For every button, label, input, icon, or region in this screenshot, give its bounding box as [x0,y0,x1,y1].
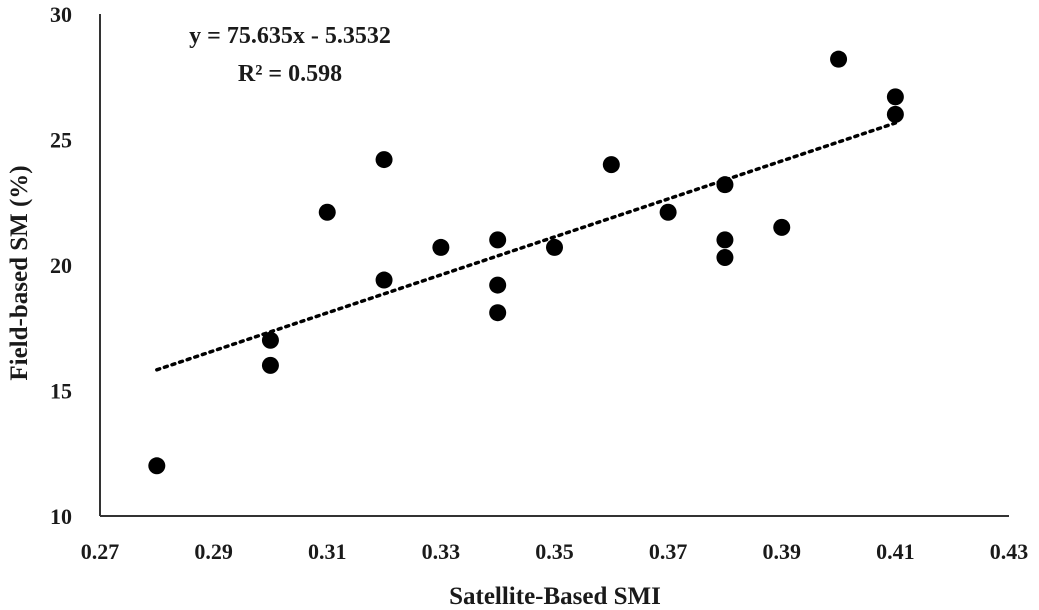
regression-equation: y = 75.635x - 5.3532 [189,23,391,49]
data-point [489,231,507,249]
data-points [148,50,904,475]
y-tick-label: 25 [50,128,72,153]
data-point [773,218,791,236]
data-point [375,271,393,289]
data-point [830,50,848,68]
data-point [716,248,734,266]
data-point [886,88,904,106]
x-axis-title: Satellite-Based SMI [449,583,661,610]
y-tick-label: 15 [50,379,72,404]
data-point [659,203,677,221]
x-tick-label: 0.31 [308,539,347,564]
data-point [716,231,734,249]
data-point [261,331,279,349]
x-tick-labels: 0.27 0.29 0.31 0.33 0.35 0.37 0.39 0.41 0.43 [81,539,1029,564]
y-axis-title: Field-based SM (%) [6,165,33,380]
y-tick-label: 10 [50,504,72,529]
x-tick-label: 0.43 [990,539,1029,564]
x-tick-label: 0.41 [876,539,915,564]
data-point [375,151,393,169]
axes [99,14,1009,517]
data-point [261,356,279,374]
x-tick-label: 0.33 [422,539,461,564]
data-point [148,457,166,475]
x-tick-label: 0.37 [649,539,688,564]
x-tick-label: 0.27 [81,539,120,564]
data-point [546,238,563,256]
x-tick-label: 0.35 [535,539,574,564]
data-point [602,156,620,174]
x-tick-label: 0.29 [194,539,233,564]
y-tick-labels: 10 15 20 25 30 [50,2,72,529]
x-tick-label: 0.39 [763,539,802,564]
data-point [886,105,904,123]
trendline [155,121,898,372]
data-point [489,304,507,322]
y-tick-label: 20 [50,253,72,278]
y-tick-label: 30 [50,2,72,27]
data-point [716,176,734,194]
data-point [432,238,450,256]
data-point [318,203,336,221]
r-squared-label: R² = 0.598 [238,61,342,87]
data-point [489,276,507,294]
